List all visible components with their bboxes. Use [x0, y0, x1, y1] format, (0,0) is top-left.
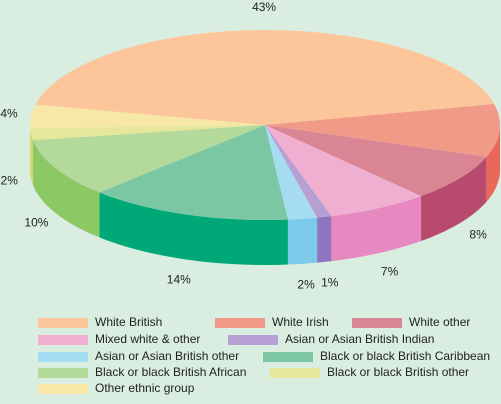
pie-side	[421, 156, 487, 242]
legend-label: White other	[409, 315, 470, 329]
legend-swatch	[215, 318, 265, 328]
legend-swatch	[38, 318, 88, 328]
pie-slice	[33, 125, 265, 193]
pie-slice	[265, 125, 318, 220]
legend-label: Asian or Asian British Indian	[285, 332, 434, 346]
data-label: 8%	[469, 228, 487, 242]
pie-slice	[99, 125, 288, 220]
legend-swatch	[38, 368, 88, 378]
data-label: 7%	[381, 265, 399, 279]
legend-swatch	[38, 335, 88, 345]
pie-side	[33, 140, 100, 238]
pie-side	[317, 216, 332, 263]
legend-label: Other ethnic group	[95, 381, 195, 395]
legend-label: Black or black British Caribbean	[320, 349, 490, 363]
legend-label: Black or black British other	[327, 365, 469, 379]
pie-slice	[35, 29, 495, 126]
legend-label: Asian or Asian British other	[95, 349, 239, 363]
legend-swatch	[228, 335, 278, 345]
data-label: 2%	[1, 174, 19, 188]
legend-swatch	[263, 352, 313, 362]
data-label: 4%	[0, 107, 18, 121]
pie-slice	[265, 125, 332, 218]
data-label: 2%	[297, 278, 315, 292]
legend-label: Black or black British African	[95, 365, 246, 379]
data-label: 10%	[24, 216, 48, 230]
legend-swatch	[38, 352, 88, 362]
data-label: 1%	[321, 275, 339, 289]
pie-side	[30, 128, 34, 186]
legend-swatch	[270, 368, 320, 378]
legend-label: White Irish	[272, 315, 329, 329]
pie-slice	[265, 103, 501, 157]
legend-label: White British	[95, 315, 162, 329]
data-label: 43%	[252, 0, 276, 14]
pie-slice	[30, 104, 266, 129]
legend-swatch	[352, 318, 402, 328]
pie-side	[331, 196, 422, 262]
pie-side	[287, 217, 318, 265]
legend-swatch	[38, 384, 88, 394]
pie-slice	[265, 125, 422, 217]
pie-side	[486, 125, 500, 202]
data-label: 14%	[167, 272, 191, 286]
pie-slice	[30, 125, 265, 141]
pie-side	[99, 192, 288, 265]
pie-slice	[265, 125, 487, 197]
legend-label: Mixed white & other	[95, 332, 200, 346]
